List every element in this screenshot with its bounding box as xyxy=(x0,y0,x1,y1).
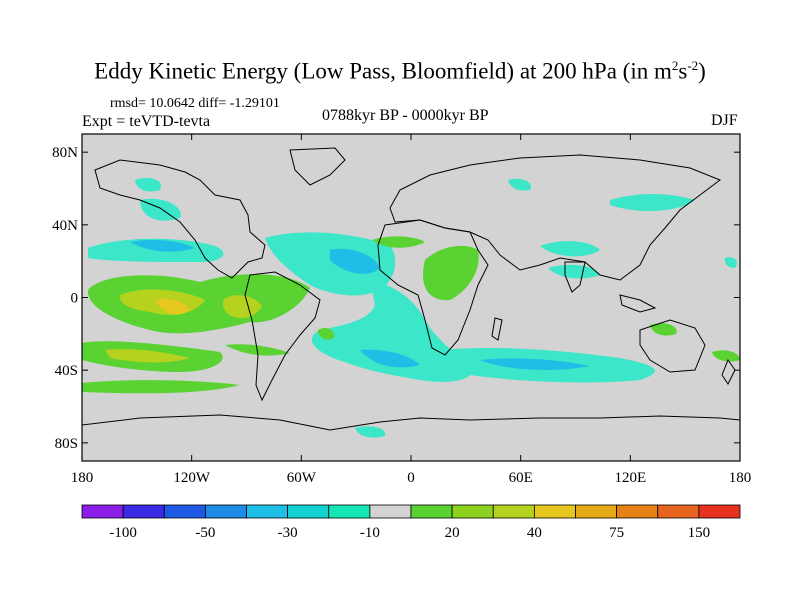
coastlines xyxy=(82,147,740,431)
colorbar-swatch xyxy=(122,504,165,519)
field-region xyxy=(540,241,600,257)
colorbar-swatch xyxy=(81,504,124,519)
colorbar: -100 -50 -30 -10 20 40 75 150 xyxy=(81,504,741,541)
colorbar-label: -100 xyxy=(109,525,137,541)
field-region xyxy=(355,426,386,438)
colorbar-swatch xyxy=(204,504,247,519)
colorbar-swatch xyxy=(410,504,453,519)
map-title: Eddy Kinetic Energy (Low Pass, Bloomfiel… xyxy=(94,58,706,84)
coastline xyxy=(564,261,586,293)
field-region xyxy=(508,178,531,191)
lon-axis: 180 120W 60W 0 60E 120E 180 xyxy=(71,134,752,486)
field-region xyxy=(130,240,195,252)
colorbar-swatch xyxy=(328,504,371,519)
period-label: 0788kyr BP - 0000kyr BP xyxy=(322,107,489,124)
colorbar-label: -10 xyxy=(360,525,380,541)
colorbar-label: 75 xyxy=(609,525,624,541)
colorbar-swatch xyxy=(575,504,618,519)
field-region xyxy=(105,349,190,363)
colorbar-label: -30 xyxy=(278,525,298,541)
field-region xyxy=(135,178,161,192)
colorbar-label: 150 xyxy=(688,525,711,541)
field-region xyxy=(318,327,335,340)
lon-tick-label: 120W xyxy=(173,470,211,486)
field-region xyxy=(480,358,590,370)
field-region xyxy=(360,349,420,368)
field-region xyxy=(712,350,740,362)
colorbar-swatch xyxy=(163,504,206,519)
lat-tick-label: 80N xyxy=(52,145,78,161)
colorbar-swatch xyxy=(533,504,576,519)
field-region xyxy=(223,295,262,319)
coastline xyxy=(639,319,706,373)
field-region xyxy=(155,298,190,315)
colorbar-swatch xyxy=(492,504,535,519)
lon-tick-label: 60E xyxy=(509,470,533,486)
field-region xyxy=(422,245,479,301)
lat-tick-label: 40N xyxy=(52,218,78,234)
coastline xyxy=(619,294,657,313)
colorbar-swatch xyxy=(698,504,741,519)
coastline xyxy=(389,154,722,281)
field-region xyxy=(265,232,396,296)
lon-tick-label: 0 xyxy=(407,470,415,486)
lat-tick-label: 0 xyxy=(71,291,79,307)
colorbar-swatch xyxy=(287,504,330,519)
field-region xyxy=(330,248,380,274)
colorbar-swatch xyxy=(369,504,412,519)
lon-tick-label: 120E xyxy=(614,470,646,486)
colorbar-swatch xyxy=(657,504,700,519)
coastline xyxy=(82,414,740,431)
field-region xyxy=(311,280,472,382)
colorbar-swatch xyxy=(451,504,494,519)
colorbar-swatch xyxy=(246,504,289,519)
coastline xyxy=(244,271,321,402)
field-region xyxy=(650,323,677,336)
coastline xyxy=(721,358,736,385)
field-region xyxy=(372,236,425,248)
season-label: DJF xyxy=(711,112,738,129)
coastline xyxy=(289,147,346,186)
lon-tick-label: 60W xyxy=(287,470,317,486)
lat-tick-label: 40S xyxy=(55,363,78,379)
field-shading xyxy=(82,178,740,438)
field-region xyxy=(724,257,737,268)
field-region xyxy=(548,264,600,279)
lat-tick-label: 80S xyxy=(55,436,78,452)
lat-axis: 80N 40N 0 40S 80S xyxy=(52,145,740,452)
stats-text: rmsd= 10.0642 diff= -1.29101 xyxy=(110,96,280,111)
experiment-label: Expt = teVTD-tevta xyxy=(82,113,211,130)
coastline xyxy=(94,159,266,279)
field-region xyxy=(610,194,695,212)
lon-tick-label: 180 xyxy=(729,470,752,486)
colorbar-label: 40 xyxy=(527,525,542,541)
lon-tick-label: 180 xyxy=(71,470,94,486)
colorbar-label: 20 xyxy=(445,525,460,541)
colorbar-label: -50 xyxy=(195,525,215,541)
colorbar-swatch xyxy=(616,504,659,519)
coastline xyxy=(491,317,503,341)
field-region xyxy=(82,380,240,394)
